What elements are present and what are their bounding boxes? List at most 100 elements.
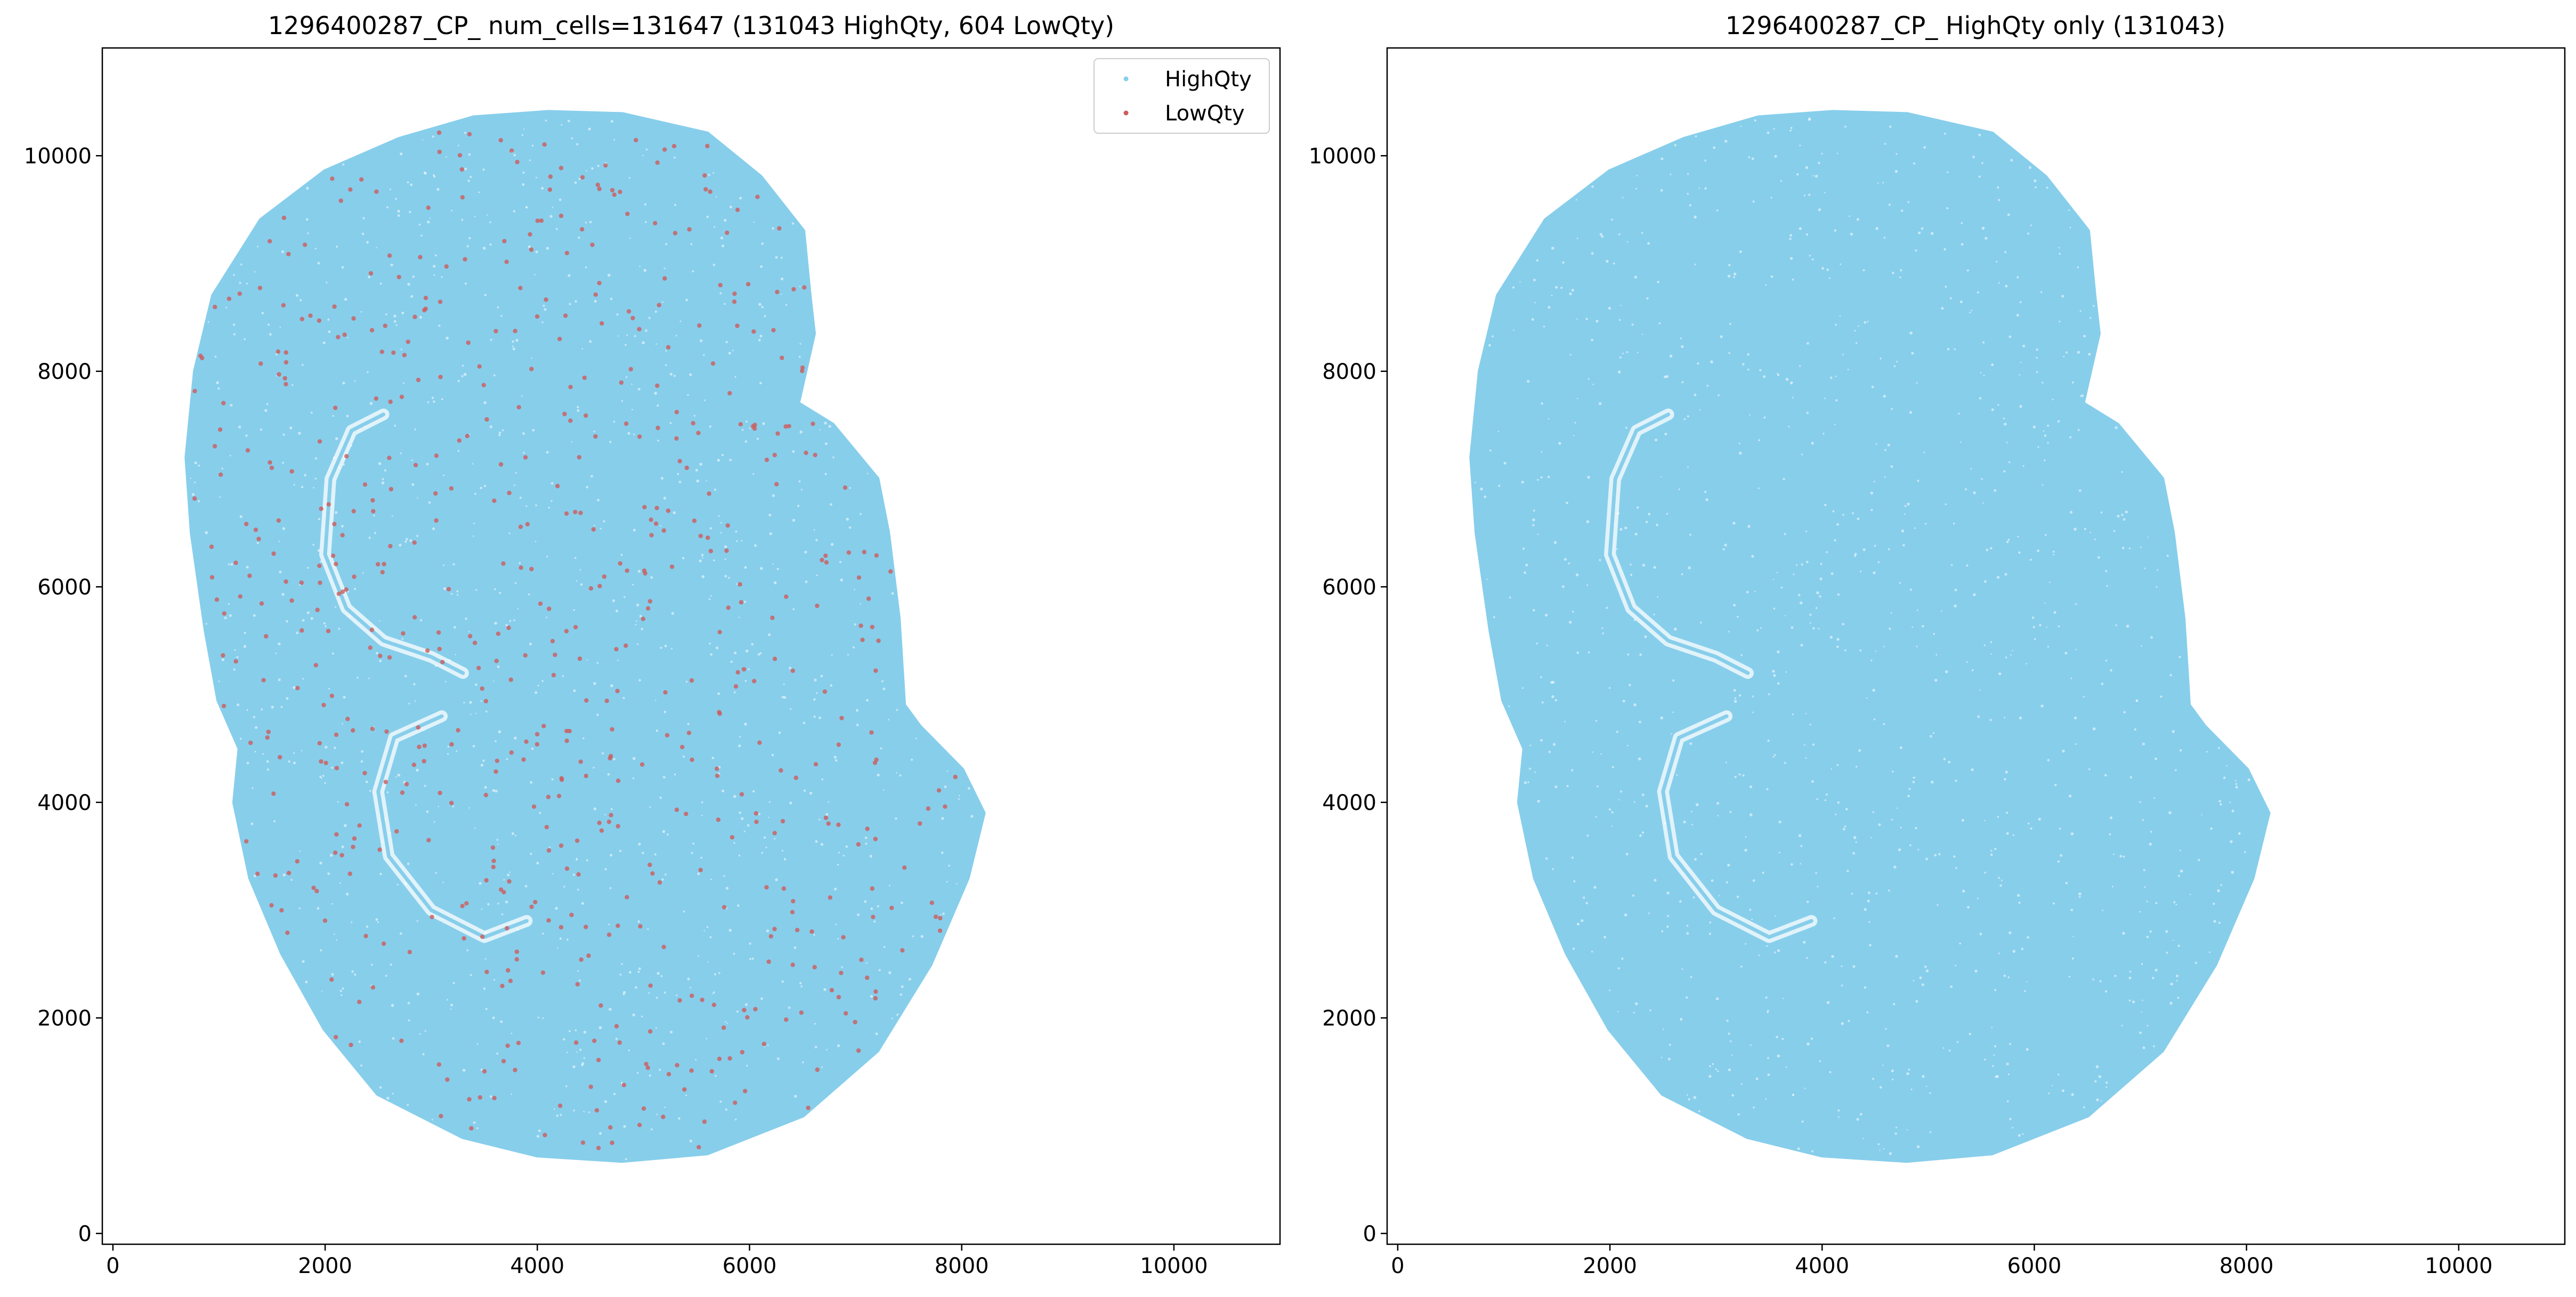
lowqty-point [411,763,417,767]
lowqty-point [593,434,598,439]
lowqty-point [387,456,392,460]
lowqty-point [480,934,485,939]
lowqty-point [721,1025,726,1030]
lowqty-point [342,333,347,337]
lowqty-point [558,925,564,930]
left-axes-frame [101,47,1281,1245]
lowqty-point [546,918,551,923]
lowqty-point [680,744,685,750]
lowqty-point [724,548,729,553]
lowqty-point [762,1042,767,1047]
lowqty-point [289,469,294,474]
lowqty-point [558,843,564,848]
lowqty-point [707,491,711,496]
lowqty-point [476,666,481,670]
lowqty-point [437,149,442,155]
lowqty-point [467,132,472,136]
lowqty-point [784,1017,789,1022]
lowqty-point [597,583,602,589]
lowqty-point [418,255,423,260]
lowqty-point [534,314,540,319]
lowqty-point [614,647,619,652]
lowqty-point [662,147,667,152]
lowqty-point [564,739,569,743]
lowqty-point [271,791,276,796]
lowqty-point [407,950,412,954]
lowqty-point [299,580,304,585]
y-tick-label: 2000 [37,1006,92,1031]
lowqty-point [299,628,304,633]
lowqty-point [634,137,638,143]
lowqty-point [504,260,509,264]
lowqty-point [468,634,473,639]
lowqty-point [700,998,704,1002]
lowqty-point [533,899,538,905]
x-tick-label: 4000 [1795,1254,1849,1278]
lowqty-point [460,904,465,909]
lowqty-point [344,802,350,807]
lowqty-point [780,355,784,360]
lowqty-point [772,831,777,836]
lowqty-point [686,731,692,735]
lowqty-point [564,629,569,634]
lowqty-point [872,760,878,765]
lowqty-point [593,292,598,297]
lowqty-point [584,413,588,418]
lowqty-point [493,769,498,774]
y-tick-label: 6000 [1322,575,1376,599]
lowqty-point [357,823,362,828]
lowqty-point [735,323,740,328]
lowqty-point [615,779,621,783]
lowqty-point [515,159,520,165]
lowqty-point [804,450,808,455]
lowqty-point [625,212,630,216]
lowqty-point [741,667,747,672]
lowqty-point [283,382,288,387]
lowqty-point [637,1123,642,1128]
lowqty-point [869,730,874,735]
y-tick-label: 8000 [1322,360,1376,384]
lowqty-point [383,780,388,784]
lowqty-point [483,699,489,704]
lowqty-point [558,1103,563,1108]
lowqty-point [521,757,526,762]
lowqty-point [400,790,405,795]
lowqty-point [378,653,383,659]
lowqty-point [226,296,232,301]
lowqty-point [781,886,787,891]
lowqty-point [382,562,386,566]
lowqty-point [813,762,819,767]
lowqty-point [213,304,217,310]
lowqty-point [529,904,534,910]
lowqty-point [253,528,258,532]
lowqty-point [595,182,601,188]
legend-marker-highqty [1123,76,1129,82]
lowqty-point [697,323,702,328]
lowqty-point [295,859,299,864]
lowqty-point [716,817,721,822]
lowqty-point [422,759,426,764]
lowqty-point [790,910,795,914]
lowqty-point [494,659,499,663]
lowqty-point [269,903,274,908]
lowqty-point [282,376,287,381]
lowqty-point [192,496,197,501]
x-tick-label: 8000 [935,1254,989,1278]
lowqty-point [436,1062,442,1067]
lowqty-point [425,648,430,653]
lowqty-point [873,989,878,994]
lowqty-point [770,615,775,620]
lowqty-point [598,1003,603,1008]
lowqty-point [715,766,719,771]
lowqty-point [862,549,867,555]
lowqty-point [484,878,489,883]
lowqty-point [866,596,871,601]
lowqty-point [843,485,848,490]
lowqty-point [244,839,249,844]
lowqty-point [277,372,281,377]
lowqty-point [438,299,443,304]
lowqty-point [333,406,338,410]
lowqty-point [705,143,710,149]
lowqty-point [446,587,451,591]
lowqty-point [321,702,326,708]
